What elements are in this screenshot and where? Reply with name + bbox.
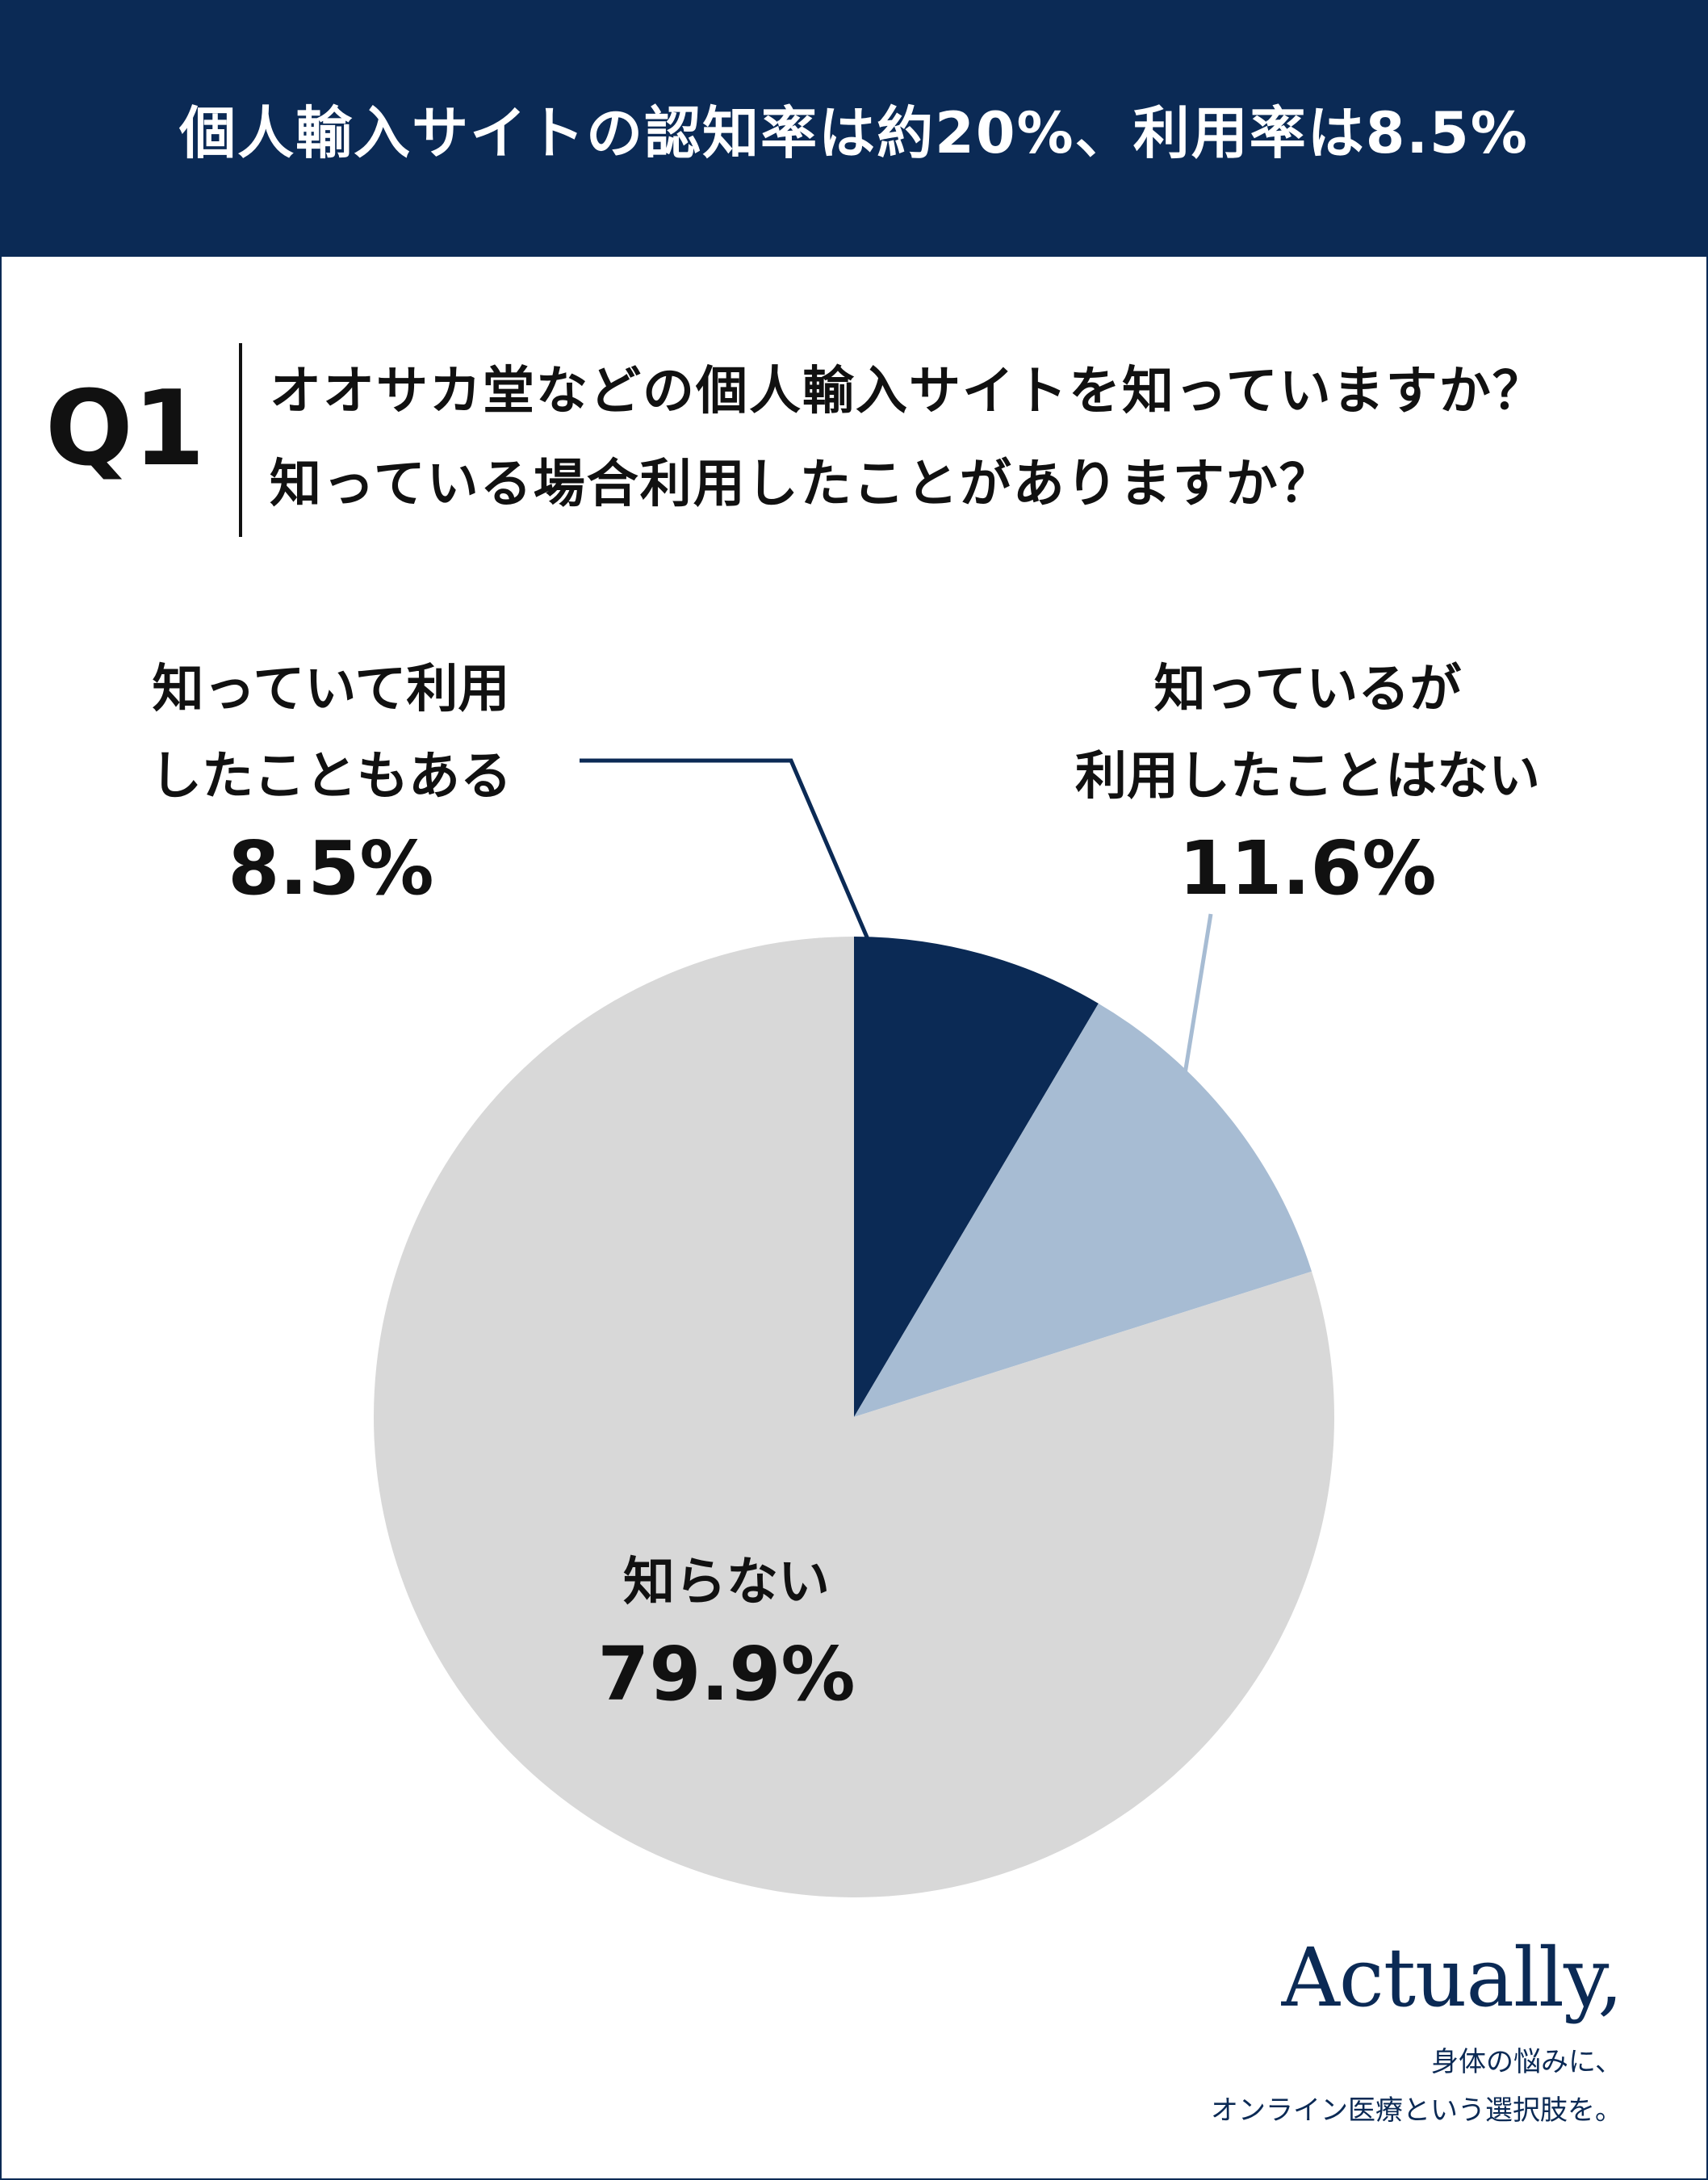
leader-line-known-not-used [1183, 913, 1213, 1075]
slice-label-known-not-used: 知っているが 利用したことはない 11.6% [1025, 646, 1590, 917]
slice-label-unknown: 知らない 79.9% [565, 1539, 888, 1723]
slice-name-line2: 利用したことはない [1075, 747, 1540, 807]
slice-label-known-used: 知っていて利用 したこともある 8.5% [97, 646, 565, 917]
brand-tagline-line2: オンライン医療という選択肢を。 [1211, 2094, 1622, 2127]
question-text-line2: 知っている場合利用したことがありますか？ [270, 455, 1333, 514]
leader-line-known-used [580, 758, 870, 940]
brand-block: Actually, 身体の悩みに、 オンライン医療という選択肢を。 [1211, 1930, 1623, 2135]
question-text-line1: オオサカ堂などの個人輸入サイトを知っていますか？ [270, 362, 1546, 421]
pie-slice-known-not-used [854, 1003, 1312, 1417]
slice-name-line2: したこともある [150, 747, 512, 807]
pie-slice-known-used [854, 937, 1099, 1417]
pie-slices [374, 937, 1334, 1897]
brand-tagline-line1: 身体の悩みに、 [1431, 2046, 1622, 2078]
slice-percent: 11.6% [1178, 825, 1437, 912]
pie-slice-unknown [374, 937, 1334, 1897]
page-title: 個人輸入サイトの認知率は約20%、利用率は8.5% [0, 0, 1708, 257]
brand-logo: Actually, [1281, 1931, 1623, 2025]
question-text: オオサカ堂などの個人輸入サイトを知っていますか？ 知っている場合利用したことがあ… [270, 346, 1642, 531]
brand-tagline: 身体の悩みに、 オンライン医療という選択肢を。 [1211, 2038, 1622, 2135]
slice-percent: 8.5% [228, 825, 434, 912]
question-number: Q1 [45, 369, 205, 489]
slice-name-line1: 知らない [623, 1553, 830, 1612]
question-divider [239, 343, 242, 537]
slice-name-line1: 知っているが [1153, 660, 1462, 719]
slice-name-line1: 知っていて利用 [152, 660, 510, 719]
slice-percent: 79.9% [597, 1631, 856, 1717]
